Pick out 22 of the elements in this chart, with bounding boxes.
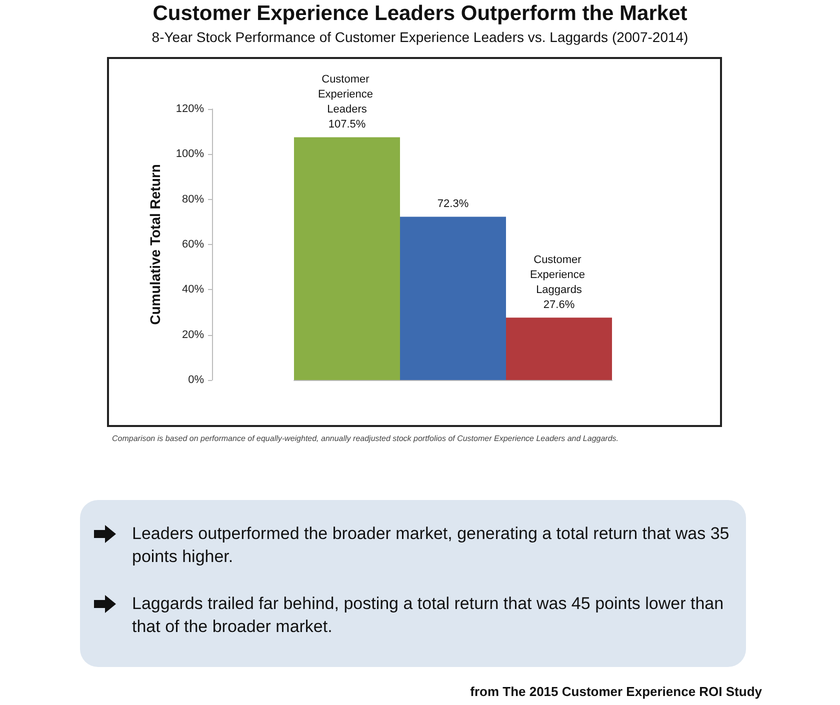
y-tick-label: 80%: [182, 193, 204, 206]
bar: [400, 216, 506, 380]
bar: [506, 318, 612, 380]
y-axis-title: Cumulative Total Return: [147, 164, 163, 325]
y-tick-label: 20%: [182, 328, 204, 341]
text: Laggards trailed far behind, posting a total return that was 45 points lower than that of the broader market.: [132, 594, 724, 636]
y-tick-label: 40%: [182, 284, 204, 296]
data-label: 27.6%: [543, 299, 575, 312]
x-tick-label: Customer Experience Leaders: [318, 74, 376, 116]
data-label: 107.5%: [328, 118, 366, 131]
data-label: 72.3%: [437, 198, 469, 210]
text: from The 2015 Customer Experience ROI Study: [470, 684, 762, 699]
y-tick-label: 60%: [182, 238, 204, 250]
chart-title: Customer Experience Leaders Outperform the Market: [152, 2, 688, 26]
x-tick-label: Customer Experience Laggards: [530, 254, 588, 296]
y-tick-label: 100%: [176, 148, 204, 160]
y-tick-label: 0%: [188, 374, 204, 386]
text: Comparison is based on performance of equally-weighted, annually readjusted stock portfolios of Customer Experience Leaders and Laggards.: [112, 434, 620, 443]
text: Leaders outperformed the broader market, generating a total return that was 35 points higher.: [132, 524, 730, 566]
y-tick-label: 120%: [176, 103, 204, 115]
bar: [294, 137, 400, 380]
chart-subtitle: 8-Year Stock Performance of Customer Experience Leaders vs. Laggards (2007-2014): [150, 29, 690, 45]
